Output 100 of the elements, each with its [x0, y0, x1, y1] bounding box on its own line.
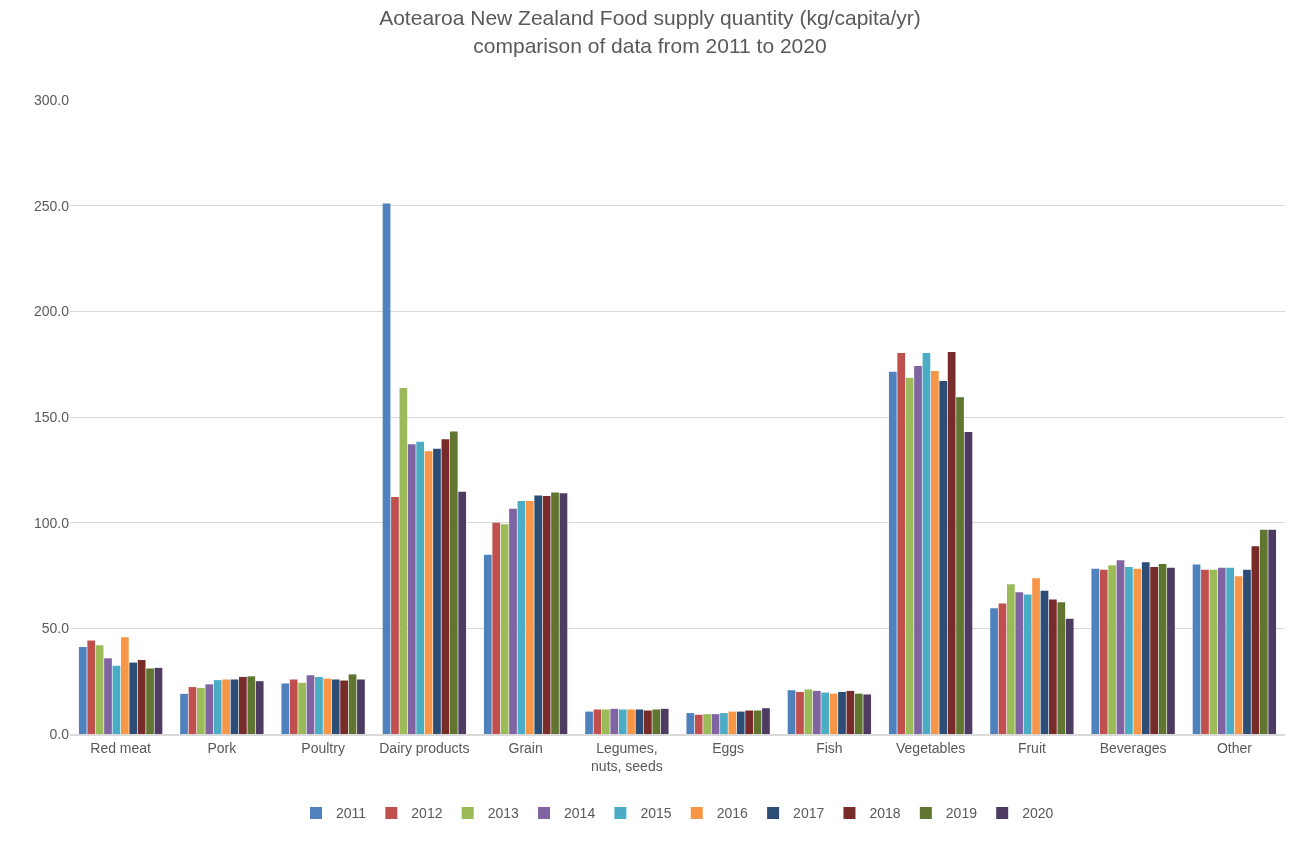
bar [120, 637, 129, 734]
bar [1091, 568, 1100, 734]
bar [281, 683, 290, 734]
bar [990, 608, 998, 734]
legend-label: 2014 [564, 805, 596, 822]
x-tick-label: Dairy products [379, 739, 470, 756]
bar [829, 693, 838, 734]
bar [939, 381, 948, 734]
bar [205, 684, 214, 734]
legend-label: 2013 [487, 805, 520, 822]
bar [1015, 592, 1024, 734]
bar [905, 377, 914, 734]
legend-label: 2012 [411, 805, 443, 822]
bar [1259, 529, 1268, 734]
bar [188, 687, 197, 734]
bar [888, 371, 897, 734]
legend-label: 2015 [640, 805, 672, 822]
bar [602, 709, 610, 734]
bar [458, 491, 467, 734]
bar [644, 710, 652, 734]
bar [407, 444, 416, 734]
bar [87, 640, 96, 734]
y-tick-label: 300.0 [33, 91, 70, 108]
bar [306, 675, 315, 734]
x-tick-label: Other [1216, 739, 1253, 756]
bar [1141, 562, 1150, 734]
bar [796, 691, 804, 734]
bar [315, 676, 323, 734]
bar [95, 645, 104, 734]
bar [956, 397, 964, 734]
bar [416, 441, 425, 734]
bar [1192, 564, 1201, 734]
legend-label: 2019 [945, 805, 978, 822]
bar [1099, 569, 1108, 734]
bar [1217, 567, 1226, 734]
bar [1065, 618, 1074, 734]
bar [399, 388, 408, 734]
bar [787, 690, 796, 734]
bar [703, 714, 711, 734]
bar [433, 448, 441, 734]
bar [863, 694, 872, 734]
bar [534, 495, 543, 734]
legend-label: 2011 [336, 805, 367, 822]
bar [627, 709, 635, 734]
bar [1007, 584, 1015, 734]
bar [154, 667, 163, 734]
bar [1243, 569, 1251, 734]
bar [525, 501, 534, 734]
x-tick-label: Eggs [712, 739, 745, 756]
bar [1133, 568, 1142, 734]
bar [78, 646, 87, 734]
bar [1150, 567, 1158, 734]
bar [357, 679, 365, 734]
bar [652, 709, 661, 734]
bar [998, 603, 1007, 734]
bar [331, 679, 340, 734]
x-tick-label: Pork [207, 739, 238, 756]
bar [914, 366, 922, 734]
legend-label: 2020 [1022, 805, 1054, 822]
bar [492, 522, 501, 734]
bar [854, 693, 863, 734]
y-tick-label: 0.0 [49, 725, 70, 742]
bar [112, 665, 121, 734]
bar [593, 709, 602, 734]
bar [1116, 560, 1125, 734]
bar [812, 690, 821, 734]
bar [660, 708, 669, 734]
legend-label: 2017 [793, 805, 825, 822]
bar [1234, 576, 1243, 734]
bar [146, 668, 154, 734]
bar [964, 432, 973, 734]
bar [213, 680, 222, 734]
bar [323, 678, 332, 734]
x-tick-label: Legumes, nuts, seeds [591, 739, 663, 774]
bar [1167, 567, 1175, 734]
bar [551, 492, 559, 734]
bar [298, 682, 306, 734]
bar [618, 709, 627, 734]
bar [1251, 546, 1260, 734]
x-tick-label: Poultry [301, 739, 345, 756]
bar [424, 451, 433, 734]
y-tick-label: 200.0 [33, 303, 70, 320]
bar [239, 676, 247, 734]
bar [289, 679, 298, 734]
x-tick-label: Fruit [1017, 739, 1046, 756]
bar [1049, 599, 1057, 734]
bar [1057, 602, 1066, 734]
bar [340, 680, 348, 734]
bar [509, 508, 517, 734]
bar [711, 714, 720, 734]
bar [585, 711, 593, 734]
x-tick-label: Beverages [1099, 739, 1167, 756]
chart-title: Aotearoa New Zealand Food supply quantity (kg/capita/yr) comparison of data from 2011 to 2020 [379, 6, 921, 57]
x-tick-label: Red meat [90, 739, 152, 756]
bar [542, 496, 551, 734]
legend-label: 2016 [716, 805, 749, 822]
x-tick-label: Fish [816, 739, 843, 756]
bar [348, 674, 357, 734]
x-tick-label: Vegetables [895, 739, 966, 756]
bar [129, 662, 138, 734]
